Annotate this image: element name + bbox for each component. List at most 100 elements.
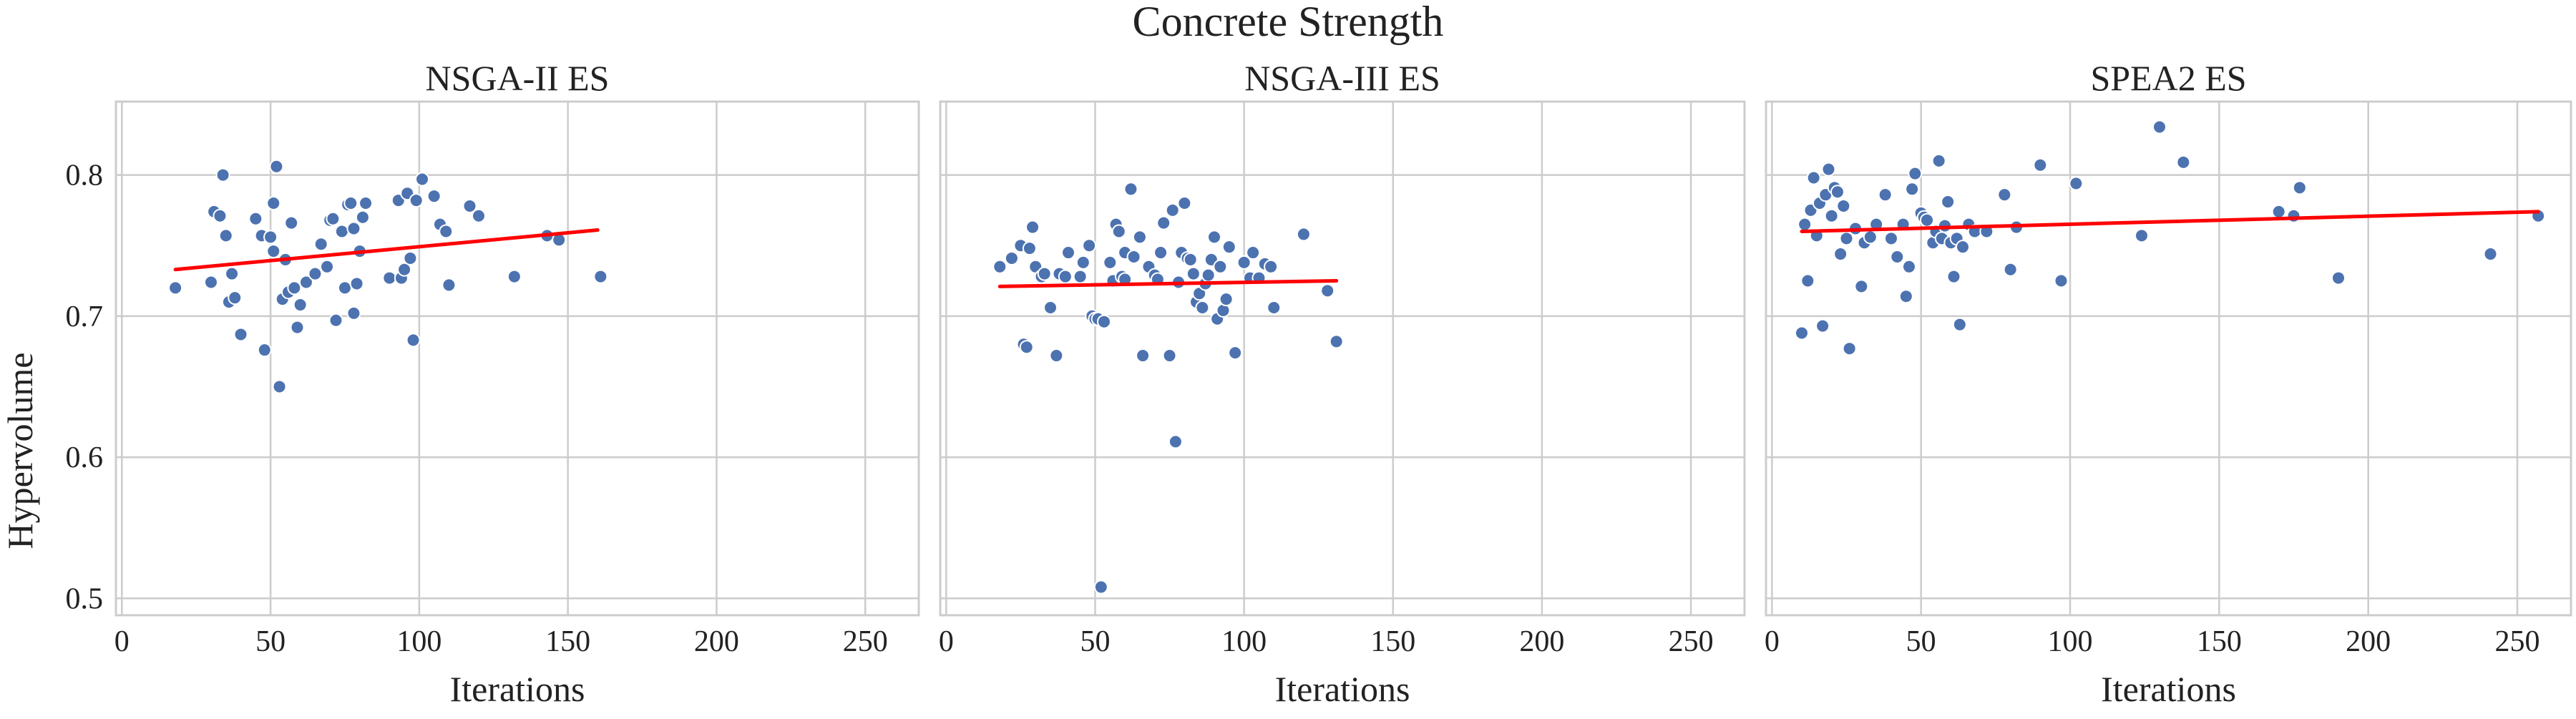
data-point [406, 333, 421, 348]
data-point [1878, 187, 1893, 202]
trend-line [173, 228, 600, 272]
data-point [1082, 238, 1097, 253]
data-point [2271, 204, 2286, 219]
data-point [218, 228, 233, 243]
subplots: 0 50 100 150 200 250 0.5 0.6 0.7 0.8 NSGA-II ES Ite… [66, 58, 2572, 709]
data-point [1920, 212, 1934, 228]
data-point [1111, 224, 1126, 239]
data-point [397, 262, 412, 277]
data-point [1165, 202, 1180, 217]
data-point [215, 167, 230, 182]
data-point [313, 237, 328, 252]
data-point [1946, 269, 1961, 284]
data-point [2152, 119, 2167, 134]
data-point [1195, 300, 1210, 315]
subplot-title: NSGA-III ES [1244, 58, 1440, 98]
data-point [1183, 252, 1198, 267]
data-point [1126, 249, 1141, 264]
data-point [290, 320, 305, 335]
scatter-points [1795, 119, 2546, 356]
data-point [293, 298, 308, 313]
data-point [203, 275, 218, 290]
data-point [346, 221, 361, 236]
data-point [343, 196, 358, 211]
data-point [1821, 162, 1836, 177]
figure-title: Concrete Strength [1133, 0, 1444, 45]
data-point [382, 270, 397, 285]
data-point [1830, 185, 1845, 200]
data-point [2054, 273, 2069, 288]
data-point [1153, 245, 1169, 260]
data-point [1952, 317, 1967, 332]
data-point [1025, 220, 1040, 235]
x-tick-label: 50 [1906, 625, 1936, 658]
data-point [1296, 227, 1311, 242]
data-point [225, 266, 240, 281]
data-point [403, 250, 418, 265]
data-point [233, 327, 248, 342]
x-tick-label: 50 [1080, 625, 1110, 658]
data-point [1863, 230, 1878, 245]
data-point [1800, 273, 1815, 288]
data-point [462, 198, 477, 213]
data-point [2135, 228, 2149, 243]
data-point [2286, 208, 2301, 223]
data-point [1186, 266, 1201, 281]
data-point [1162, 348, 1177, 363]
x-tick-label: 50 [255, 625, 286, 658]
x-tick-label: 0 [939, 625, 954, 658]
data-point [1236, 255, 1252, 270]
data-point [1854, 279, 1869, 294]
data-point [308, 266, 323, 281]
x-tick-label: 100 [1221, 625, 1267, 658]
subplot-1: 0 50 100 150 200 250 0.5 0.6 0.7 0.8 NSGA-II ES Ite… [66, 58, 920, 709]
x-tick-label: 200 [2346, 625, 2391, 658]
data-point [2176, 155, 2191, 170]
data-point [263, 230, 278, 245]
data-point [1073, 269, 1088, 284]
data-point [326, 211, 341, 226]
x-axis-label: Iterations [2101, 669, 2236, 709]
x-tick-label: 0 [114, 625, 130, 658]
scatter-points [992, 182, 1344, 595]
data-point [346, 305, 361, 321]
x-axis-label: Iterations [1275, 669, 1410, 709]
x-tick-label: 250 [1669, 625, 1714, 658]
x-axis-label: Iterations [450, 669, 585, 709]
data-point [2003, 262, 2018, 277]
data-point [1004, 250, 1019, 265]
data-point [269, 159, 284, 174]
data-point [266, 196, 281, 211]
data-point [355, 210, 370, 225]
data-point [409, 193, 424, 208]
data-point [2069, 176, 2084, 191]
data-point [337, 280, 352, 295]
data-point [2483, 247, 2498, 262]
x-tick-label: 150 [2197, 625, 2242, 658]
data-point [320, 259, 335, 274]
x-tick-label: 100 [2048, 625, 2093, 658]
data-point [257, 343, 272, 358]
data-point [1905, 182, 1920, 197]
data-point [298, 275, 313, 290]
data-point [1156, 215, 1171, 230]
subplot-2: 0 50 100 150 200 250 NSGA-III ES Iterations [939, 58, 1746, 709]
y-tick-label: 0.7 [66, 300, 104, 333]
data-point [1049, 348, 1064, 363]
data-point [228, 290, 243, 305]
data-point [1824, 208, 1839, 223]
data-point [272, 379, 287, 394]
data-point [1264, 259, 1279, 274]
data-point [1096, 314, 1111, 329]
data-point [1267, 300, 1282, 315]
data-point [213, 208, 228, 223]
data-point [1908, 166, 1923, 181]
data-point [2292, 180, 2307, 195]
data-point [266, 244, 281, 259]
data-point [284, 215, 299, 230]
data-point [1884, 231, 1898, 246]
data-point [1320, 283, 1335, 298]
data-point [1201, 268, 1216, 283]
data-point [1329, 334, 1344, 349]
